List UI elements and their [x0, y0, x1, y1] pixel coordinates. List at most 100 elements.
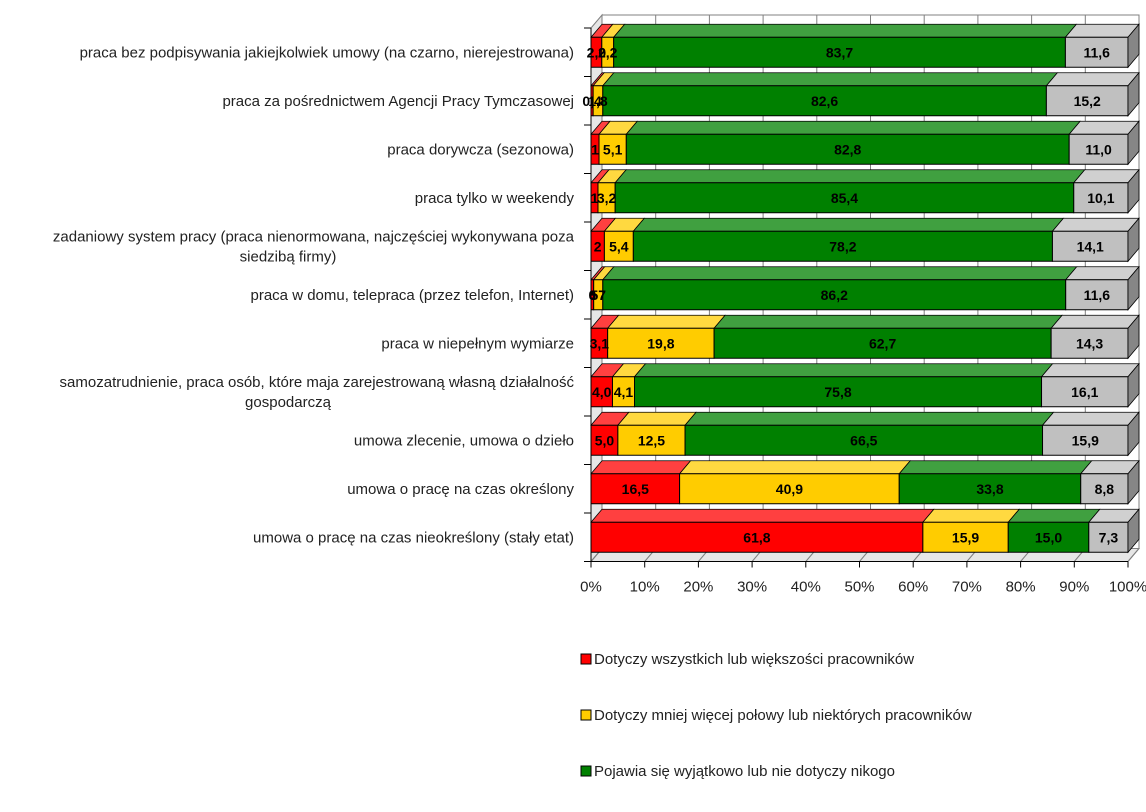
bar-top-face	[1041, 411, 1140, 426]
bar-front-face	[602, 279, 1067, 311]
data-label: 16,5	[622, 481, 649, 497]
data-label: 5,1	[603, 141, 623, 157]
bar-front-face	[1064, 36, 1129, 68]
bar-segment	[1050, 314, 1140, 360]
data-label: 82,8	[834, 141, 861, 157]
data-label: 15,2	[1074, 93, 1101, 109]
bar-side-face	[1127, 120, 1140, 166]
bar-top-face	[614, 169, 1086, 184]
bar-front-face	[602, 85, 1047, 117]
x-tick-label: 50%	[844, 579, 874, 596]
bar-side-face	[1127, 265, 1140, 311]
bar-front-face	[590, 473, 681, 505]
bar-front-face	[1042, 424, 1129, 456]
category-label: zadaniowy system pracy (praca nienormowa…	[53, 228, 575, 245]
bar-front-face	[1051, 230, 1129, 262]
category-label: gospodarczą	[245, 394, 332, 411]
bar-segment	[601, 72, 1059, 117]
bar-segment	[678, 460, 912, 505]
data-label: 75,8	[824, 384, 851, 400]
bar-segment	[1087, 508, 1140, 554]
bar-front-face	[614, 182, 1075, 214]
bar-segment	[1041, 411, 1140, 457]
bar-front-face	[898, 473, 1082, 505]
bar-top-face	[625, 120, 1082, 135]
bar-front-face	[607, 327, 715, 359]
bar-segment	[590, 363, 625, 408]
bar-top-face	[612, 23, 1078, 38]
bar-front-face	[590, 424, 619, 456]
bar-segment	[625, 120, 1082, 165]
category-label: umowa o pracę na czas określony	[347, 481, 574, 498]
bar-side-face	[1127, 217, 1140, 263]
data-label: 2,2	[598, 44, 618, 60]
bar-top-face	[633, 363, 1054, 378]
data-label: 33,8	[976, 481, 1003, 497]
x-tick-label: 90%	[1059, 579, 1089, 596]
data-label: 85,4	[831, 190, 858, 206]
legend: Dotyczy wszystkich lub większości pracow…	[580, 651, 972, 780]
bar-side-face	[1127, 23, 1140, 69]
category-label: praca w domu, telepraca (przez telefon, …	[251, 287, 575, 304]
bar-segment	[1064, 265, 1140, 311]
x-tick-label: 80%	[1006, 579, 1036, 596]
bar-side-face	[1127, 362, 1140, 408]
bar-side-face	[1127, 71, 1140, 117]
bar-segment	[603, 217, 646, 262]
bar-top-face	[1040, 363, 1140, 378]
data-label: 5,0	[595, 432, 615, 448]
x-tick-label: 40%	[791, 579, 821, 596]
bar-top-face	[606, 314, 726, 329]
x-tick-label: 60%	[898, 579, 928, 596]
bar-top-face	[1064, 23, 1140, 38]
bar-segment	[601, 266, 1078, 311]
legend-label: Pojawia się wyjątkowo lub nie dotyczy ni…	[594, 763, 895, 780]
x-tick-label: 100%	[1109, 579, 1146, 596]
data-label: 12,5	[638, 432, 665, 448]
x-tick-label: 10%	[630, 579, 660, 596]
legend-entry: Dotyczy mniej więcej połowy lub niektóry…	[580, 707, 972, 724]
bar-side-face	[1127, 168, 1140, 214]
category-label: umowa o pracę na czas nieokreślony (stał…	[253, 529, 574, 546]
data-label: 15,0	[1035, 529, 1062, 545]
bar-top-face	[1007, 508, 1101, 523]
data-label: 11,6	[1083, 44, 1110, 60]
data-label: 11,6	[1084, 287, 1111, 303]
bar-front-face	[1045, 85, 1129, 117]
data-label: 57	[590, 287, 606, 303]
data-label: 0,4	[582, 93, 602, 109]
data-label: 15,9	[1072, 432, 1099, 448]
data-label: 4,0	[592, 384, 612, 400]
bar-front-face	[598, 133, 627, 165]
data-label: 40,9	[776, 481, 803, 497]
bar-segment	[1040, 362, 1140, 408]
data-label: 14,1	[1077, 238, 1104, 254]
bar-segment	[606, 314, 726, 359]
bar-segment	[1045, 71, 1140, 117]
legend-label: Dotyczy wszystkich lub większości pracow…	[594, 651, 914, 668]
bar-segment	[1064, 23, 1140, 69]
bar-front-face	[1050, 327, 1129, 359]
bar-front-face	[713, 327, 1052, 359]
data-label: 82,6	[811, 93, 838, 109]
data-label: 83,7	[826, 44, 853, 60]
bar-top-face	[713, 314, 1063, 329]
bar-top-face	[678, 460, 912, 475]
bar-segment	[713, 314, 1063, 359]
category-label: samozatrudnienie, praca osób, które maja…	[60, 374, 575, 391]
category-labels: praca bez podpisywania jakiejkolwiek umo…	[53, 44, 575, 546]
category-label: praca za pośrednictwem Agencji Pracy Tym…	[222, 93, 574, 110]
bar-segment	[590, 508, 935, 553]
bar-front-face	[632, 230, 1053, 262]
category-label: praca bez podpisywania jakiejkolwiek umo…	[80, 44, 574, 61]
bar-top-face	[632, 217, 1065, 232]
bar-segment	[898, 460, 1093, 505]
data-label: 1,8	[588, 93, 608, 109]
category-label: umowa zlecenie, umowa o dzieło	[354, 432, 574, 449]
data-label: 1	[591, 190, 599, 206]
floor-gridline	[1127, 548, 1140, 562]
data-label: 8,8	[1095, 481, 1115, 497]
data-label: 0	[588, 287, 596, 303]
bar-top-face	[601, 266, 1078, 281]
